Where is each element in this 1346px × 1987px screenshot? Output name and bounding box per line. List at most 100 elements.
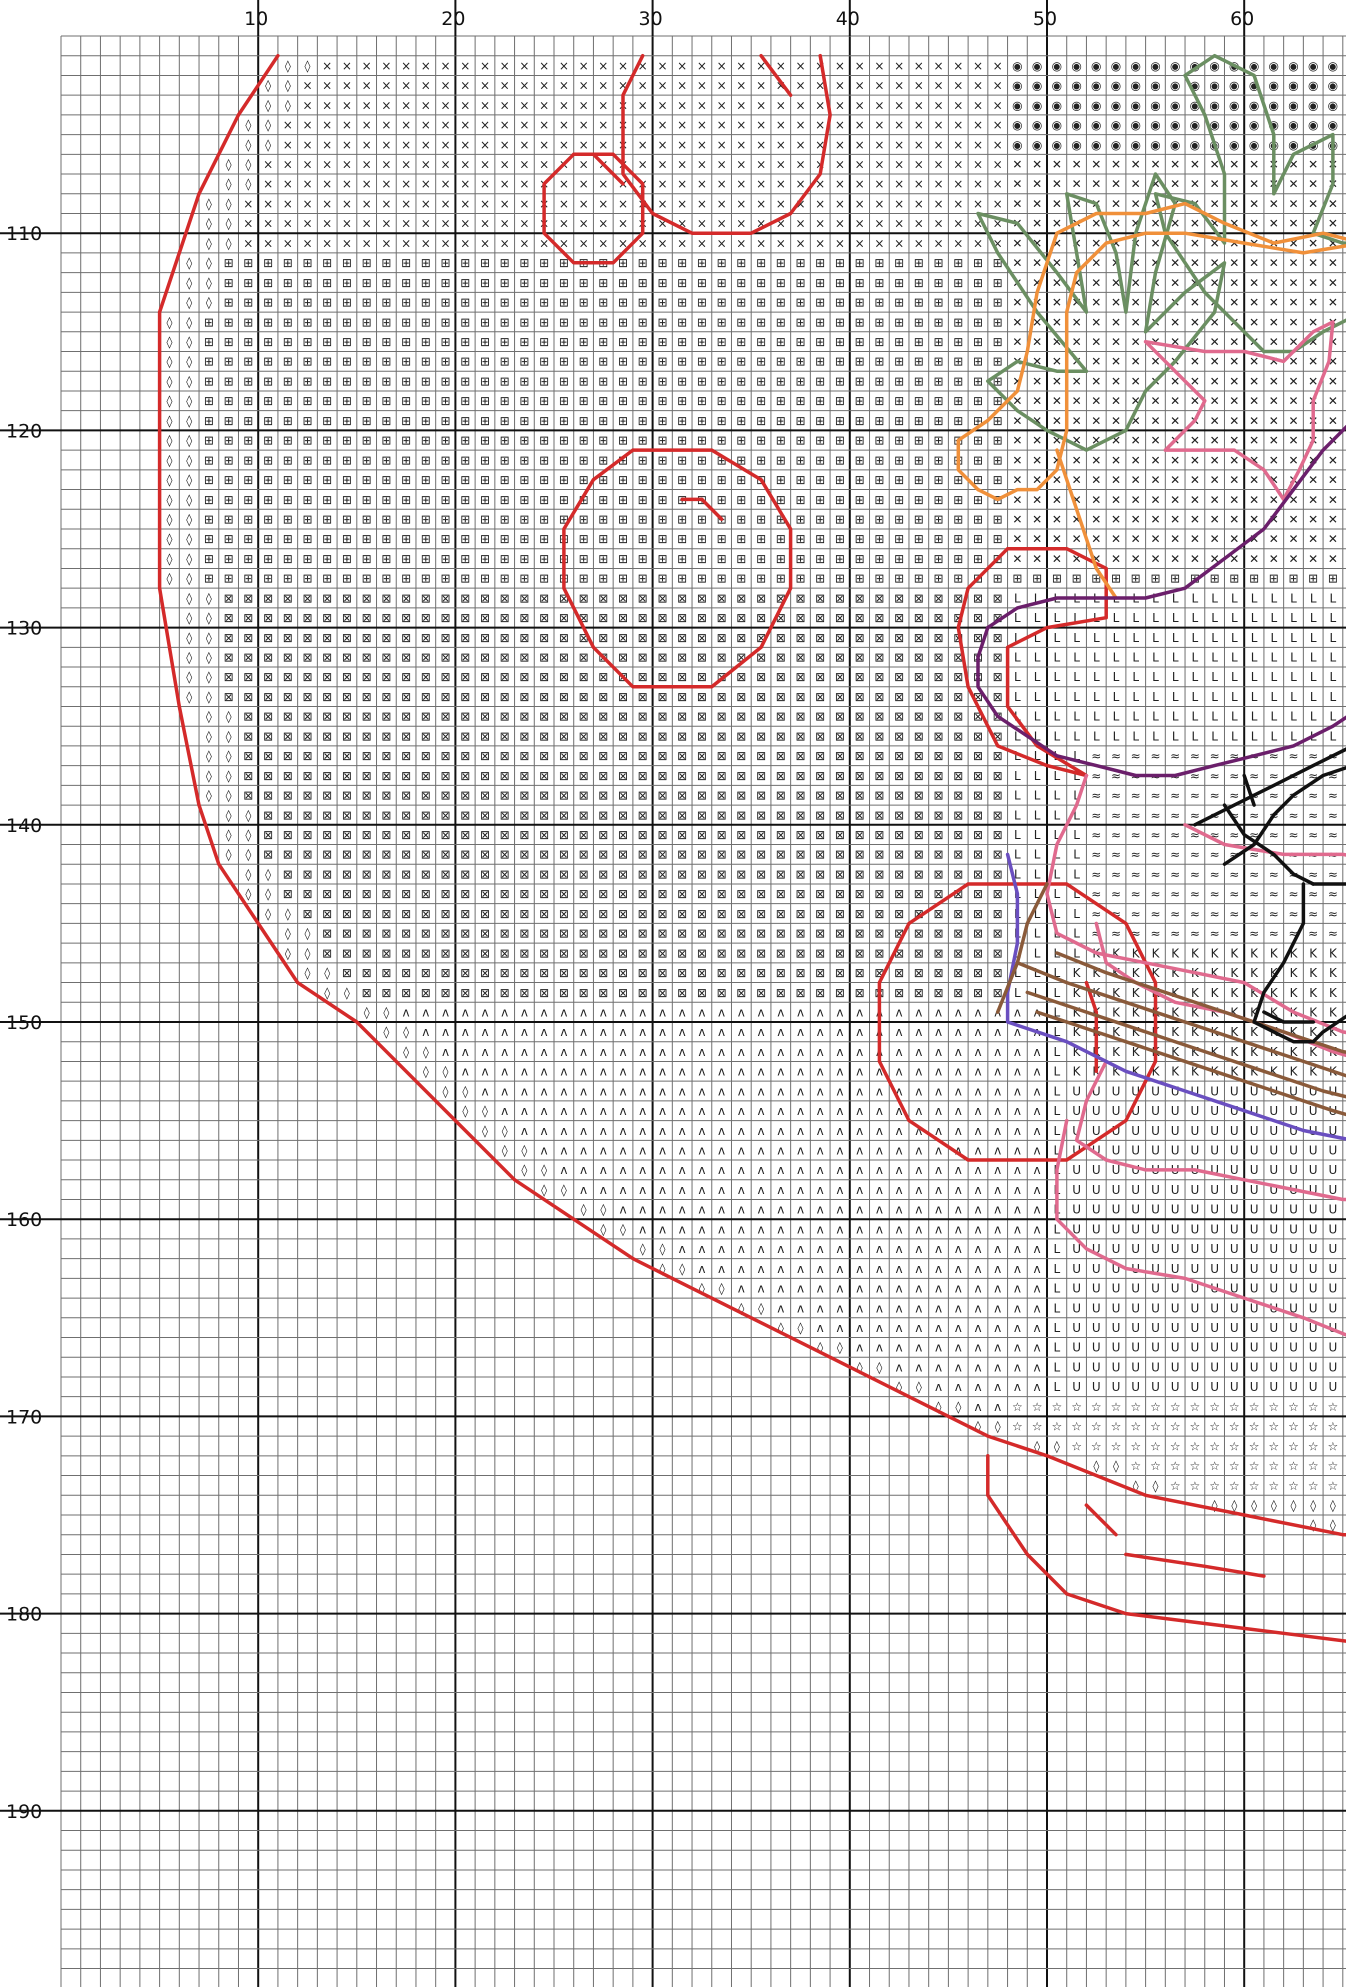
stitch-symbol: ◊ xyxy=(167,355,173,369)
stitch-symbol: ✕ xyxy=(1111,434,1121,448)
stitch-symbol: U xyxy=(1269,1262,1278,1276)
stitch-symbol: ≈ xyxy=(1091,848,1101,862)
stitch-symbol: ⊠ xyxy=(480,729,490,743)
stitch-symbol: ⊞ xyxy=(1170,572,1180,586)
stitch-symbol: ⊞ xyxy=(795,256,805,270)
stitch-symbol: ʌ xyxy=(876,1124,883,1138)
stitch-symbol: U xyxy=(1112,1084,1121,1098)
stitch-symbol: × xyxy=(933,158,943,172)
stitch-symbol: ⊞ xyxy=(224,572,234,586)
stitch-symbol: ◉ xyxy=(1032,118,1042,132)
stitch-symbol: ⊞ xyxy=(1072,572,1082,586)
stitch-symbol: ⊠ xyxy=(993,867,1003,881)
stitch-symbol: U xyxy=(1329,1183,1338,1197)
stitch-symbol: U xyxy=(1289,1380,1298,1394)
stitch-symbol: ʌ xyxy=(679,1242,686,1256)
stitch-symbol: ⊠ xyxy=(776,611,786,625)
stitch-symbol: ⊞ xyxy=(421,276,431,290)
stitch-symbol: ʌ xyxy=(974,1183,981,1197)
stitch-symbol: ◉ xyxy=(1130,59,1140,73)
stitch-symbol: ⊞ xyxy=(579,532,589,546)
stitch-symbol: ◉ xyxy=(1052,79,1062,93)
stitch-symbol: ⊞ xyxy=(302,335,312,349)
stitch-symbol: ʌ xyxy=(1014,1262,1021,1276)
stitch-symbol: U xyxy=(1072,1341,1081,1355)
stitch-symbol: ⊞ xyxy=(401,394,411,408)
brown-hair-line-2 xyxy=(1015,961,1346,1078)
stitch-symbol: ⊞ xyxy=(657,414,667,428)
stitch-symbol: ʌ xyxy=(659,1222,666,1236)
stitch-symbol: U xyxy=(1329,1341,1338,1355)
stitch-symbol: ⊠ xyxy=(993,986,1003,1000)
stitch-symbol: U xyxy=(1151,1282,1160,1296)
stitch-symbol: ʌ xyxy=(659,1124,666,1138)
stitch-symbol: U xyxy=(1230,1144,1239,1158)
stitch-symbol: ≈ xyxy=(1150,749,1160,763)
stitch-symbol: U xyxy=(1289,1163,1298,1177)
stitch-symbol: ☆ xyxy=(1328,1459,1339,1473)
stitch-symbol: ⊠ xyxy=(657,690,667,704)
stitch-symbol: ʌ xyxy=(994,1203,1001,1217)
stitch-symbol: ʌ xyxy=(856,1242,863,1256)
stitch-symbol: ⊠ xyxy=(993,946,1003,960)
stitch-symbol: × xyxy=(559,197,569,211)
stitch-symbol: K xyxy=(1211,986,1220,1000)
stitch-symbol: ✕ xyxy=(1150,197,1160,211)
stitch-symbol: ⊞ xyxy=(717,572,727,586)
stitch-symbol: ⊞ xyxy=(283,256,293,270)
stitch-symbol: L xyxy=(1310,690,1317,704)
stitch-symbol: ⊞ xyxy=(638,552,648,566)
stitch-symbol: × xyxy=(914,79,924,93)
stitch-symbol: ⊠ xyxy=(657,749,667,763)
stitch-symbol: ⊞ xyxy=(894,434,904,448)
stitch-symbol: ʌ xyxy=(817,1183,824,1197)
stitch-symbol: ⊠ xyxy=(717,927,727,941)
stitch-symbol: ⊞ xyxy=(342,276,352,290)
stitch-symbol: ⊠ xyxy=(973,966,983,980)
stitch-symbol: ≈ xyxy=(1269,907,1279,921)
column-label-10: 10 xyxy=(244,8,268,30)
stitch-symbol: ⊞ xyxy=(835,513,845,527)
stitch-symbol: ⊞ xyxy=(618,434,628,448)
stitch-symbol: ⊞ xyxy=(440,355,450,369)
stitch-symbol: ⊠ xyxy=(933,927,943,941)
stitch-symbol: L xyxy=(1172,631,1179,645)
stitch-symbol: ✕ xyxy=(1072,296,1082,310)
stitch-symbol: ✕ xyxy=(1328,552,1338,566)
stitch-symbol: ≈ xyxy=(1249,848,1259,862)
stitch-symbol: U xyxy=(1191,1124,1200,1138)
stitch-symbol: ⊠ xyxy=(519,848,529,862)
stitch-symbol: ⊞ xyxy=(756,355,766,369)
stitch-symbol: ≈ xyxy=(1170,867,1180,881)
stitch-symbol: ⊠ xyxy=(421,611,431,625)
stitch-symbol: ⊞ xyxy=(539,493,549,507)
stitch-symbol: × xyxy=(914,118,924,132)
stitch-symbol: ◉ xyxy=(1032,79,1042,93)
stitch-symbol: ⊠ xyxy=(855,828,865,842)
stitch-symbol: ʌ xyxy=(896,1282,903,1296)
stitch-symbol: ✕ xyxy=(1249,552,1259,566)
stitch-symbol: ⊞ xyxy=(736,473,746,487)
stitch-symbol: ʌ xyxy=(876,1065,883,1079)
stitch-symbol: ʌ xyxy=(994,1163,1001,1177)
stitch-symbol: ⊠ xyxy=(559,946,569,960)
stitch-symbol: ʌ xyxy=(817,1104,824,1118)
stitch-symbol: × xyxy=(480,236,490,250)
stitch-symbol: × xyxy=(362,217,372,231)
stitch-symbol: ⊞ xyxy=(579,296,589,310)
stitch-symbol: ⊠ xyxy=(874,670,884,684)
stitch-symbol: × xyxy=(302,98,312,112)
stitch-symbol: ⊠ xyxy=(519,927,529,941)
stitch-symbol: ⊞ xyxy=(401,434,411,448)
stitch-symbol: L xyxy=(1310,670,1317,684)
stitch-symbol: ⊠ xyxy=(933,710,943,724)
stitch-symbol: ⊞ xyxy=(500,394,510,408)
stitch-symbol: × xyxy=(736,158,746,172)
stitch-symbol: ⊠ xyxy=(835,710,845,724)
stitch-symbol: ⊞ xyxy=(697,296,707,310)
stitch-symbol: ≈ xyxy=(1150,867,1160,881)
stitch-symbol: × xyxy=(342,217,352,231)
stitch-symbol: ⊠ xyxy=(243,710,253,724)
stitch-symbol: U xyxy=(1309,1321,1318,1335)
stitch-symbol: ⊞ xyxy=(914,493,924,507)
